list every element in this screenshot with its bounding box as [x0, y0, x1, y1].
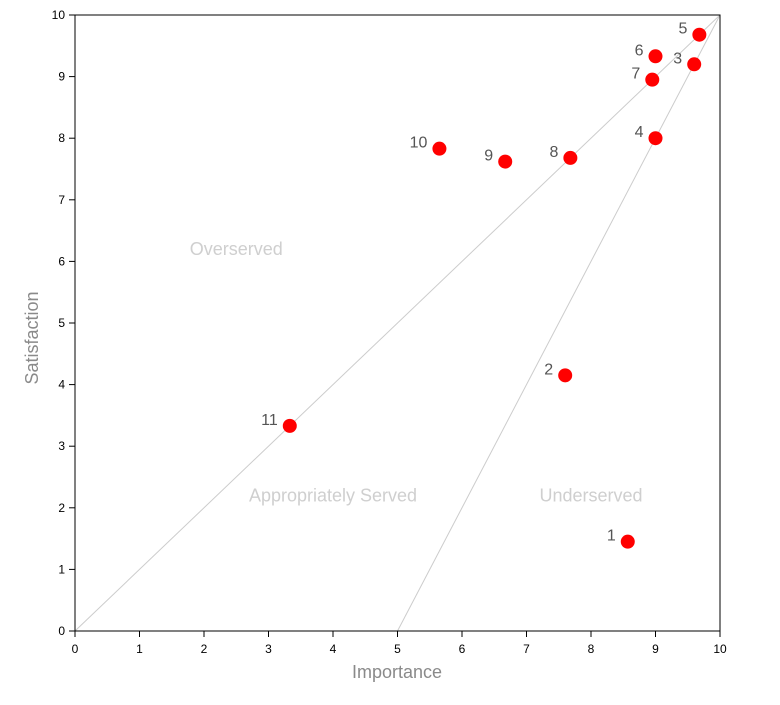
x-tick-label: 0	[72, 642, 79, 656]
x-tick-label: 7	[523, 642, 530, 656]
y-tick-label: 8	[58, 131, 65, 145]
y-tick-label: 2	[58, 501, 65, 515]
data-point-6	[648, 49, 663, 64]
y-axis-title: Satisfaction	[22, 291, 42, 384]
y-tick-label: 9	[58, 70, 65, 84]
y-tick-label: 4	[58, 378, 65, 392]
x-tick-label: 8	[588, 642, 595, 656]
x-axis-title: Importance	[352, 662, 442, 682]
data-point-11	[282, 418, 297, 433]
y-tick-label: 6	[58, 254, 65, 268]
reference-line-opportunity-boundary	[397, 14, 721, 632]
x-tick-label: 10	[713, 642, 727, 656]
data-point-7	[645, 72, 660, 87]
data-point-3	[687, 57, 702, 72]
data-label-8: 8	[549, 144, 558, 161]
data-label-5: 5	[678, 21, 687, 38]
data-point-9	[498, 154, 513, 169]
data-point-10	[432, 141, 447, 156]
y-tick-label: 5	[58, 316, 65, 330]
region-label: Overserved	[190, 239, 283, 259]
data-label-1: 1	[607, 528, 616, 545]
y-tick-label: 1	[58, 562, 65, 576]
y-axis-ticks: 0 1 2 3 4 5 6 7 8 9 10	[52, 8, 75, 638]
data-label-11: 11	[261, 412, 278, 429]
x-tick-label: 9	[652, 642, 659, 656]
region-labels: Overserved Appropriately Served Underserve…	[190, 239, 643, 505]
x-tick-label: 1	[136, 642, 143, 656]
data-label-7: 7	[631, 66, 640, 83]
y-tick-label: 0	[58, 624, 65, 638]
x-tick-label: 6	[459, 642, 466, 656]
data-point-5	[692, 27, 707, 42]
data-point-2	[558, 368, 573, 383]
reference-lines	[74, 14, 721, 632]
region-label: Appropriately Served	[249, 486, 417, 506]
x-tick-label: 2	[201, 642, 208, 656]
x-tick-label: 4	[330, 642, 337, 656]
data-label-2: 2	[544, 361, 553, 378]
data-point-8	[563, 150, 578, 165]
x-tick-label: 5	[394, 642, 401, 656]
data-points: 1 2 3 4 5 6 7 8 9 10 11	[261, 21, 707, 549]
data-point-1	[620, 534, 635, 549]
data-point-4	[648, 131, 663, 146]
data-label-9: 9	[484, 148, 493, 165]
y-tick-label: 7	[58, 193, 65, 207]
reference-line-diagonal	[74, 14, 721, 632]
y-tick-label: 3	[58, 439, 65, 453]
data-label-3: 3	[673, 50, 682, 67]
region-label: Underserved	[539, 486, 642, 506]
x-tick-label: 3	[265, 642, 272, 656]
data-label-4: 4	[635, 124, 644, 141]
y-tick-label: 10	[52, 8, 66, 22]
x-axis-ticks: 0 1 2 3 4 5 6 7 8 9 10	[72, 631, 727, 656]
data-label-6: 6	[635, 42, 644, 59]
data-label-10: 10	[410, 135, 428, 152]
